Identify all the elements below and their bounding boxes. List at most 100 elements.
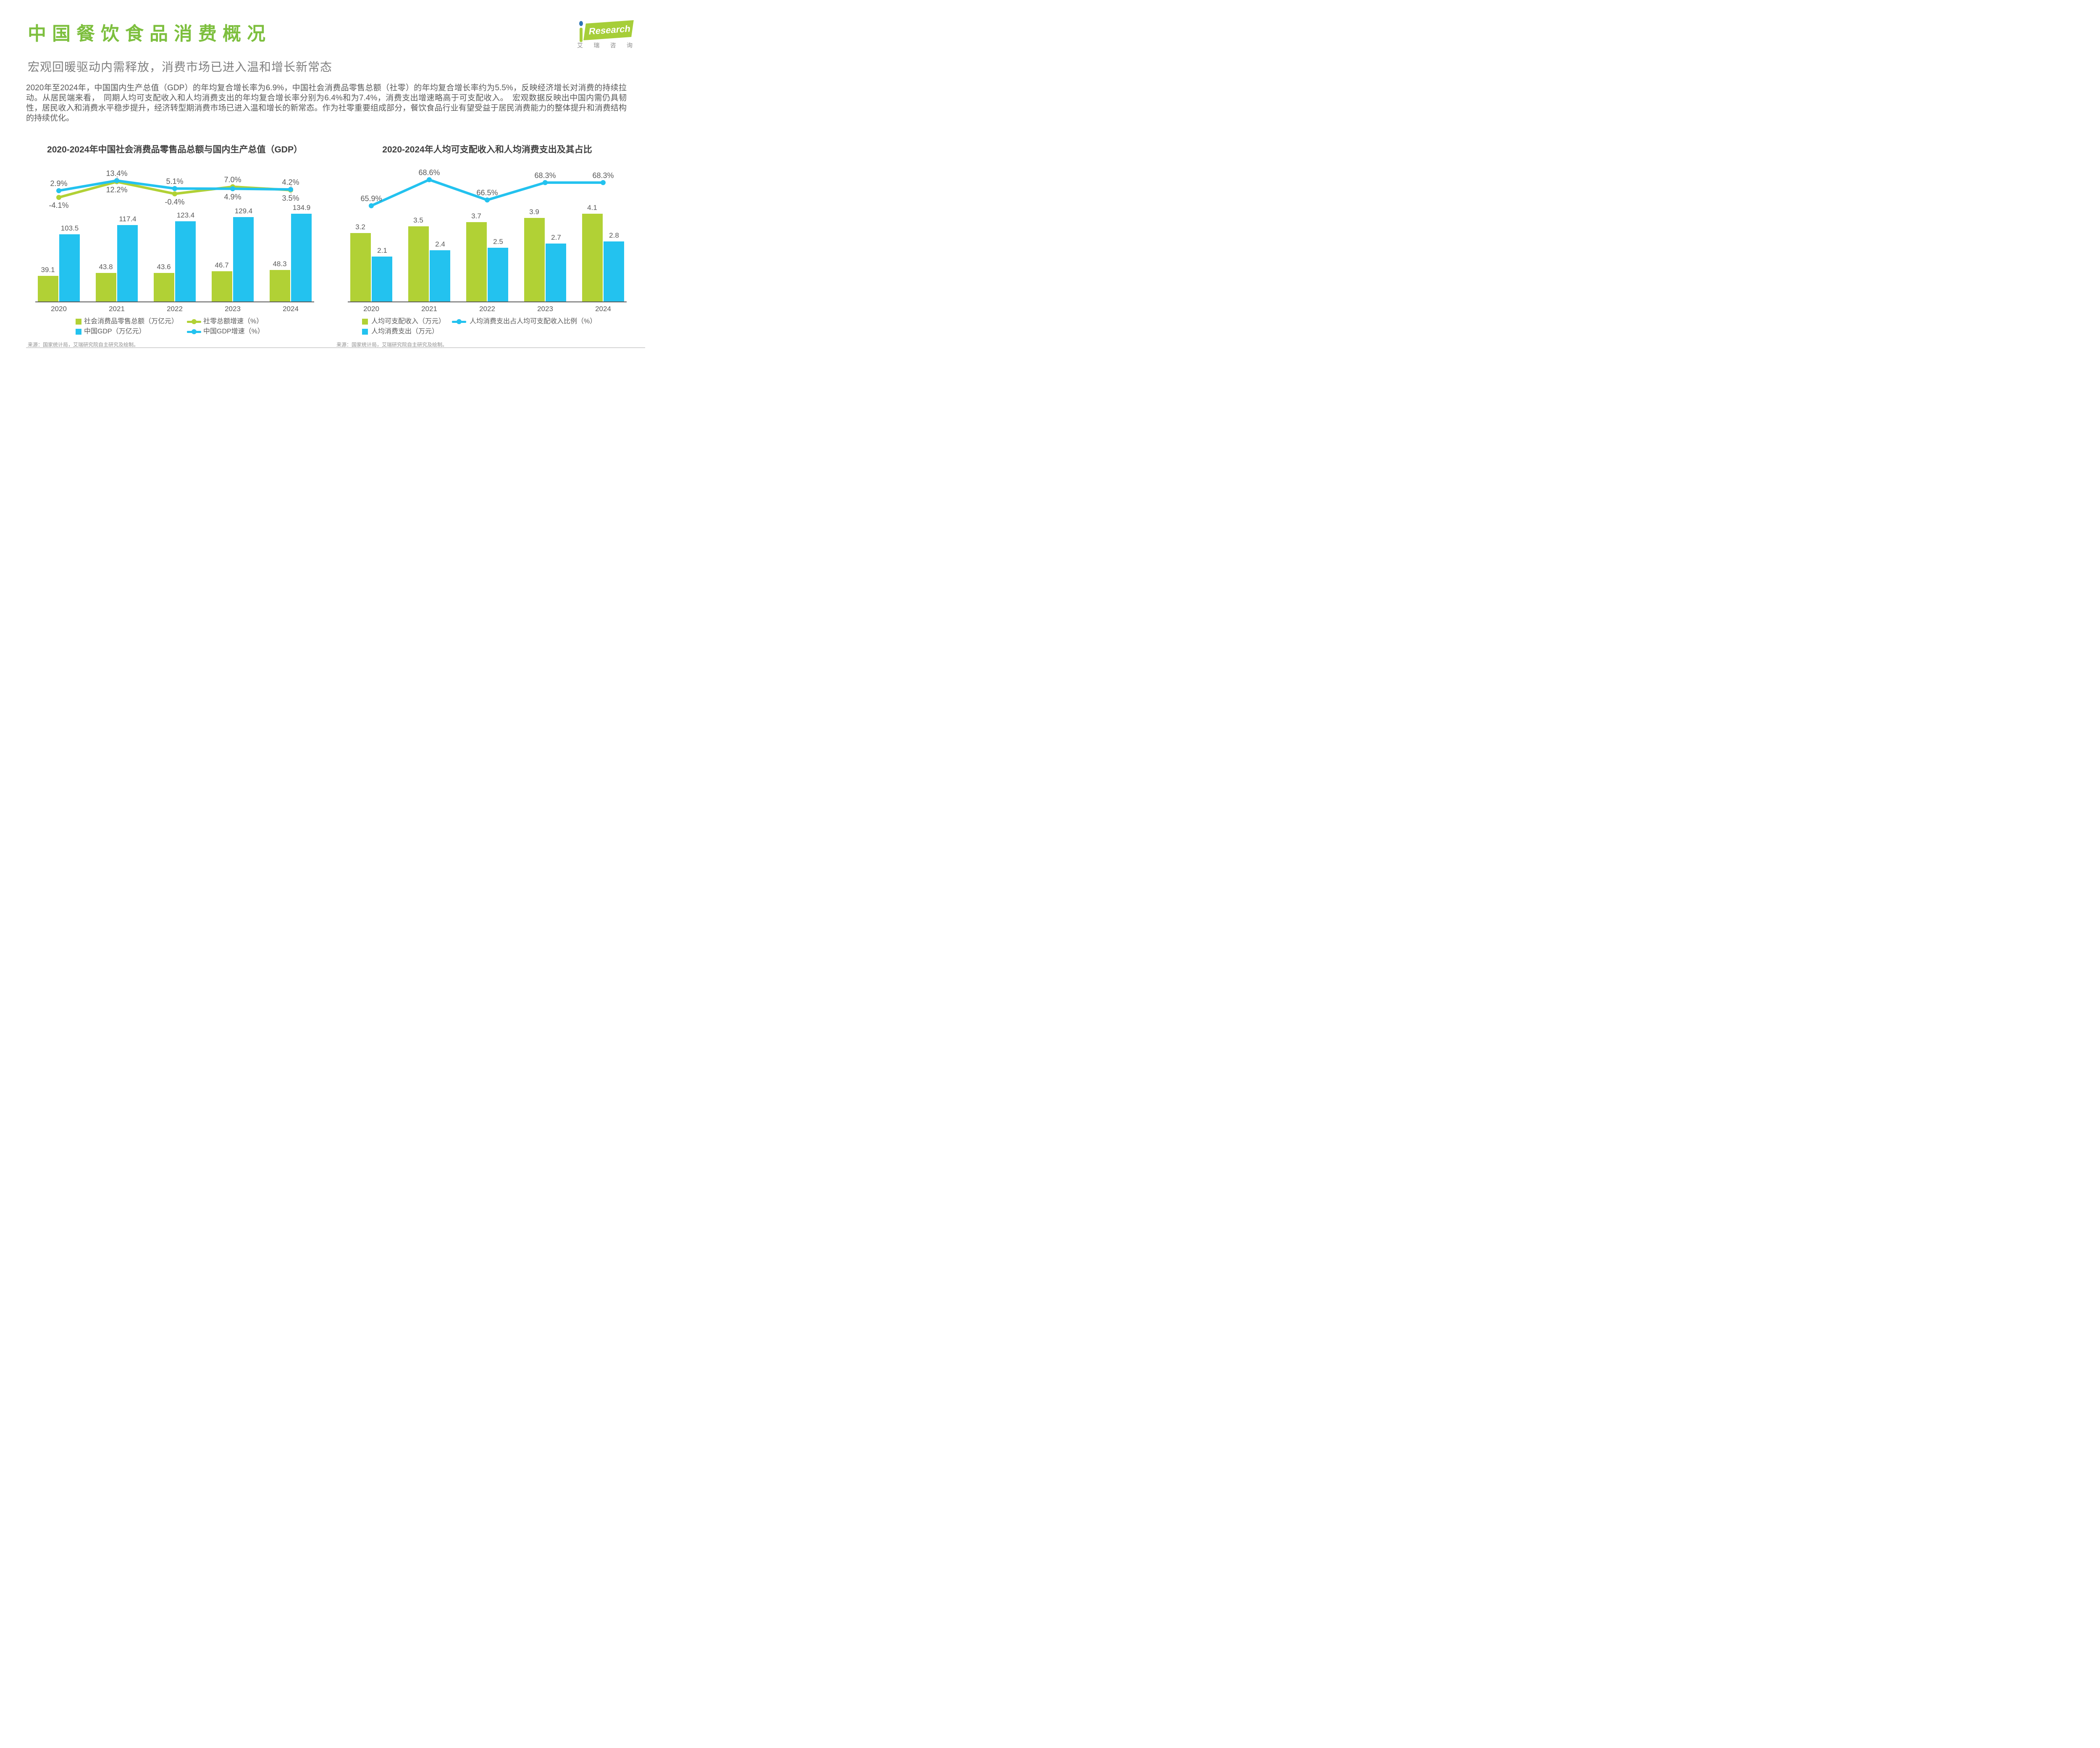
legend-label-retail-total: 社会消费品零售总额（万亿元） [84,318,178,325]
page-subtitle: 宏观回暖驱动内需释放，消费市场已进入温和增长新常态 [28,60,333,73]
body-paragraph: 2020年至2024年，中国国内生产总值（GDP）的年均复合增长率为6.9%，中… [26,84,627,123]
bar-value-label: 4.1 [587,204,597,212]
line-value-label: 2.9% [50,179,68,188]
x-axis-label: 2024 [283,305,299,313]
bar-value-label: 2.1 [377,246,387,254]
logo-banner: Research [583,20,634,40]
footer-divider [26,347,645,348]
bar-value-label: 48.3 [273,260,287,268]
line-marker [369,203,374,208]
bar-blue-2024 [604,241,624,301]
line-marker [543,180,548,185]
report-page: Research 艾瑞咨询 中国餐饮食品消费概况 宏观回暖驱动内需释放，消费市场… [0,0,645,350]
line-marker [56,188,61,194]
legend-label-income: 人均可支配收入（万元） [371,318,446,325]
bar-green-2024 [270,270,290,301]
x-axis-label: 2020 [51,305,67,313]
bar-value-label: 2.4 [435,240,445,248]
line-value-label: 68.3% [534,171,556,180]
line-value-label: 4.9% [224,193,242,201]
line-value-label: 7.0% [224,176,242,184]
legend-label-expenditure: 人均消费支出（万元） [371,328,439,335]
bar-value-label: 3.7 [471,212,481,220]
logo-chinese-name: 艾瑞咨询 [577,42,633,49]
bar-blue-2023 [233,217,254,301]
line-value-label: 4.2% [282,178,299,186]
trend-lines [369,177,606,208]
legend-swatch-retail-total [76,319,81,325]
bar-value-label: 129.4 [234,207,253,215]
x-axis-label: 2021 [421,305,437,313]
bar-value-label: 46.7 [215,261,229,269]
x-axis-label: 2022 [167,305,183,313]
legend-swatch-expenditure [362,329,368,335]
bar-green-2021 [408,226,429,301]
line-value-label: 13.4% [106,169,128,178]
legend-label-gdp-growth: 中国GDP增速（%） [203,328,264,335]
x-axis-line [348,301,627,302]
bar-value-label: 2.8 [609,231,619,239]
line-marker [114,178,119,183]
line-value-label: 12.2% [106,186,128,194]
bar-value-label: 39.1 [41,266,55,274]
x-axis-label: 2024 [595,305,611,313]
bar-value-label: 134.9 [292,204,311,212]
line-value-label: 68.6% [418,168,440,177]
bar-blue-2022 [488,248,508,301]
bar-value-label: 117.4 [119,215,136,223]
bar-value-label: 3.9 [529,208,539,216]
trend-lines [56,178,293,200]
line-value-label: 5.1% [166,177,184,186]
line-marker [172,186,177,191]
line-value-label: -0.4% [165,198,185,206]
line-value-label: 68.3% [592,171,614,180]
legend-label-ratio: 人均消费支出占人均可支配收入比例（%） [470,318,597,325]
line-marker [485,197,490,203]
logo-i-dot-icon [579,21,583,26]
bar-value-label: 2.7 [551,233,561,241]
line-value-label: 65.9% [360,194,382,203]
line-marker [427,177,432,182]
x-axis-label: 2023 [225,305,241,313]
bar-value-label: 43.8 [99,263,113,271]
x-axis-label: 2020 [363,305,379,313]
line-marker [601,180,606,185]
x-axis-label: 2023 [537,305,553,313]
x-axis-label: 2022 [479,305,495,313]
source-note-right: 来源：国家统计局，艾瑞研究院自主研究及绘制。 [336,342,448,348]
chart-title: 2020-2024年人均可支配收入和人均消费支出及其占比 [382,145,592,155]
label-leader-line [117,176,118,180]
legend-label-retail-growth: 社零总额增速（%） [203,318,263,325]
bar-green-2020 [38,276,58,301]
bar-blue-2023 [546,244,566,301]
bar-blue-2021 [117,225,138,301]
chart-retail-gdp: 2020-2024年中国社会消费品零售品总额与国内生产总值（GDP） 39.1 4… [25,141,324,350]
line-value-label: 66.5% [476,189,498,197]
iresearch-logo: Research 艾瑞咨询 [577,17,636,50]
x-axis-line [35,301,314,302]
bar-green-2023 [524,218,545,301]
legend-swatch-gdp [76,329,81,335]
logo-i-stem-icon [580,28,583,42]
bar-value-label: 2.5 [493,238,503,246]
line-marker [56,195,61,200]
chart-title: 2020-2024年中国社会消费品零售品总额与国内生产总值（GDP） [47,145,302,155]
legend-line-marker-ratio-icon [452,319,466,324]
legend-line-marker-gdp-growth-icon [187,329,201,334]
plot-area: 39.1 43.8 43.6 46.7 48.3 103.5 117.4 123.4 129.4… [25,141,324,317]
logo-brand-text: Research [588,23,631,37]
bar-blue-2024 [291,214,312,301]
bar-blue-2020 [372,257,392,301]
page-title: 中国餐饮食品消费概况 [28,24,271,44]
bar-blue-2021 [430,250,450,301]
bar-green-2023 [212,271,232,301]
bar-green-2020 [350,233,371,301]
chart-income-expenditure: 2020-2024年人均可支配收入和人均消费支出及其占比 3.2 3.5 3.7 3.… [338,141,637,350]
line-marker [288,187,293,192]
bar-green-2022 [154,273,174,301]
bar-green-2024 [582,214,603,301]
line-marker [230,186,235,191]
bar-value-label: 3.5 [413,216,423,224]
bar-green-2021 [96,273,116,301]
bar-blue-2020 [59,234,80,301]
